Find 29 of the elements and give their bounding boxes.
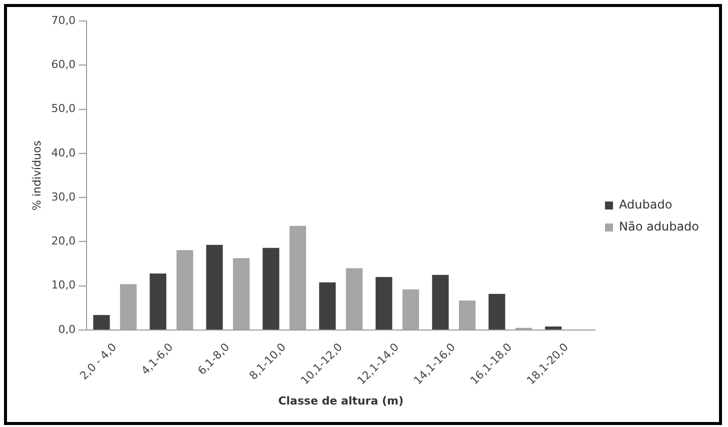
bar — [376, 277, 392, 330]
bar — [176, 250, 194, 330]
y-tick-label: 0,0 — [58, 322, 76, 336]
bar — [206, 244, 223, 330]
x-tick-label: 2,0 - 4,0 — [77, 340, 120, 382]
y-tick-label: 40,0 — [51, 146, 76, 160]
y-tick-label: 20,0 — [51, 234, 76, 248]
legend-label: Não adubado — [619, 220, 700, 234]
bar — [346, 268, 363, 330]
y-tick-label: 10,0 — [51, 278, 76, 292]
bar — [319, 282, 336, 330]
bar — [289, 226, 306, 330]
bar — [488, 294, 506, 330]
y-tick-label: 60,0 — [51, 58, 76, 72]
bar — [150, 274, 166, 330]
legend-label: Adubado — [619, 198, 672, 212]
bar — [120, 284, 137, 330]
y-tick-label: 70,0 — [51, 14, 76, 27]
bar — [458, 300, 476, 330]
y-axis-title: % indivíduos — [30, 140, 44, 211]
bar — [432, 274, 449, 330]
y-tick-label: 50,0 — [51, 102, 76, 116]
bar — [262, 248, 280, 330]
y-tick-label: 30,0 — [51, 190, 76, 204]
x-axis-title: Classe de altura (m) — [278, 394, 404, 408]
bar — [232, 258, 250, 330]
bar — [93, 315, 110, 330]
bar — [402, 289, 420, 330]
bar — [545, 326, 562, 330]
